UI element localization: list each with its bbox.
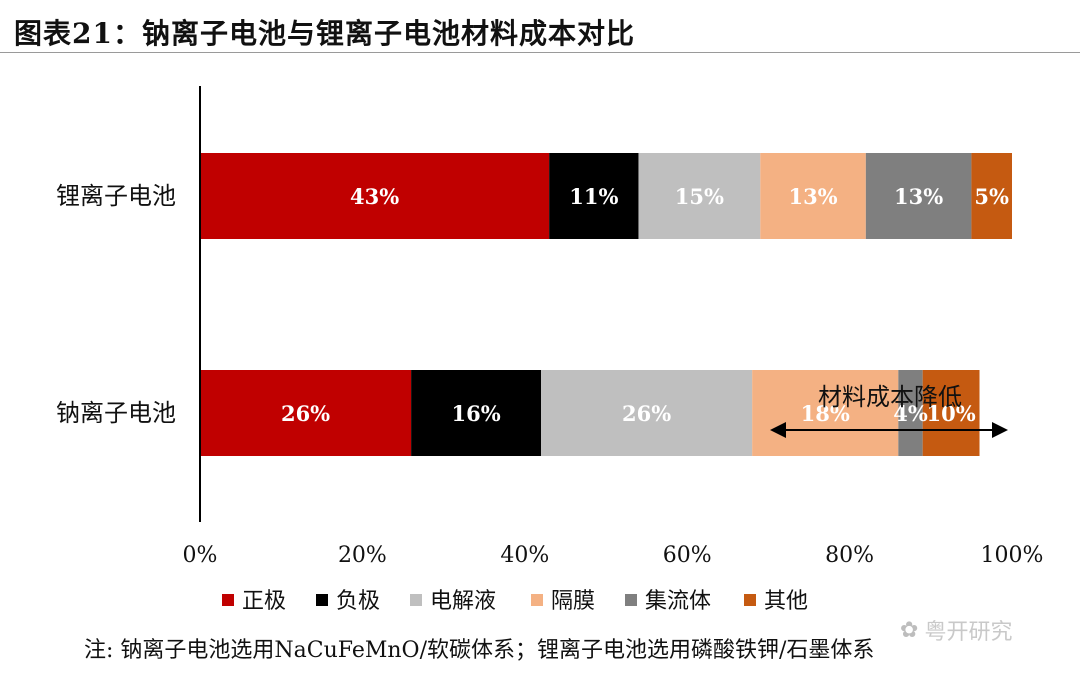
x-tick-label: 80%: [825, 543, 874, 568]
category-label: 钠离子电池: [56, 399, 176, 427]
legend-label: 正极: [242, 589, 286, 614]
bars-layer: [200, 153, 1012, 456]
legend: 正极 负极 电解液 隔膜 集流体 其他: [222, 589, 808, 614]
data-label: 13%: [894, 184, 943, 209]
bar-segment: [638, 153, 761, 239]
data-label: 5%: [974, 184, 1009, 209]
cost-reduction-annotation: 材料成本降低: [770, 383, 1008, 438]
wechat-icon: ✿: [900, 617, 919, 643]
footnote: 注: 钠离子电池选用NaCuFeMnO/软碳体系；锂离子电池选用磷酸铁钾/石墨体…: [84, 638, 875, 663]
legend-label: 其他: [764, 589, 808, 614]
bar-segment: [865, 153, 972, 239]
legend-label: 负极: [336, 589, 380, 614]
data-label: 15%: [675, 184, 724, 209]
legend-label: 隔膜: [551, 589, 595, 614]
watermark: ✿ 粤开研究: [900, 614, 1012, 646]
x-tick-label: 60%: [663, 543, 712, 568]
legend-swatch: [625, 594, 637, 606]
data-label: 26%: [622, 401, 671, 426]
bar-segment: [752, 370, 899, 456]
annotation-label: 材料成本降低: [818, 383, 962, 411]
legend-swatch: [744, 594, 756, 606]
data-label: 10%: [927, 401, 976, 426]
legend-swatch: [531, 594, 543, 606]
x-tick-label: 20%: [338, 543, 387, 568]
legend-swatch: [222, 594, 234, 606]
bar-segment: [922, 370, 980, 456]
data-label: 13%: [788, 184, 837, 209]
bar-segment: [541, 370, 753, 456]
data-label: 43%: [350, 184, 399, 209]
legend-label: 电解液: [430, 589, 496, 614]
figure-title: 图表21：钠离子电池与锂离子电池材料成本对比: [14, 17, 635, 50]
x-tick-label: 40%: [500, 543, 549, 568]
bar-segment: [549, 153, 639, 239]
data-label: 4%: [893, 401, 928, 426]
category-label: 锂离子电池: [56, 182, 176, 210]
bar-segment: [898, 370, 923, 456]
bar-segment: [411, 370, 542, 456]
bar-segment: [200, 153, 550, 239]
bar-segment: [760, 153, 866, 239]
x-tick-label: 100%: [981, 543, 1044, 568]
data-labels-layer: 43% 11% 15% 13% 13% 5% 26% 16% 26% 18% 4%10%: [281, 184, 1009, 426]
data-label: 16%: [451, 401, 500, 426]
watermark-text: 粤开研究: [924, 620, 1013, 645]
legend-label: 集流体: [645, 589, 711, 614]
data-label: 11%: [569, 184, 618, 209]
bar-segment: [971, 153, 1012, 239]
bar-segment: [200, 370, 412, 456]
annotation-arrowhead-right: [992, 422, 1008, 438]
legend-swatch: [316, 594, 328, 606]
legend-swatch: [410, 594, 422, 606]
annotation-arrowhead-left: [770, 422, 786, 438]
data-label: 18%: [801, 401, 850, 426]
title-divider: [0, 52, 1080, 53]
x-tick-label: 0%: [183, 543, 218, 568]
data-label: 26%: [281, 401, 330, 426]
x-tick-labels-layer: 0% 20% 40% 60% 80% 100%: [183, 543, 1044, 568]
